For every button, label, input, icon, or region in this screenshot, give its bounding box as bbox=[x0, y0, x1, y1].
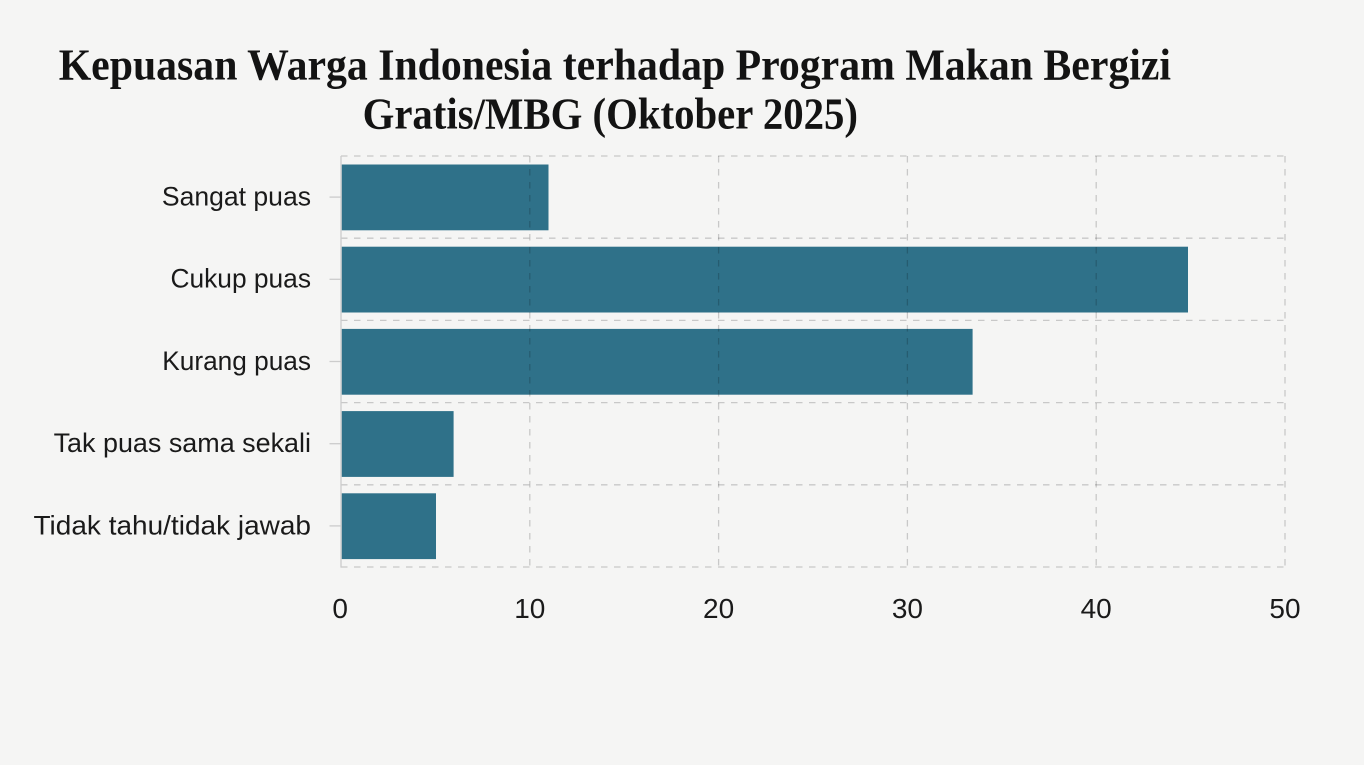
svg-text:Kepuasan Warga Indonesia terha: Kepuasan Warga Indonesia terhadap Progra… bbox=[59, 41, 1171, 90]
svg-text:50: 50 bbox=[1269, 593, 1300, 624]
svg-text:Sangat puas: Sangat puas bbox=[162, 182, 311, 212]
svg-text:Gratis/MBG (Oktober 2025): Gratis/MBG (Oktober 2025) bbox=[363, 89, 858, 138]
svg-text:Cukup puas: Cukup puas bbox=[171, 264, 312, 294]
svg-text:40: 40 bbox=[1081, 593, 1112, 624]
svg-text:Kurang puas: Kurang puas bbox=[162, 346, 311, 376]
svg-text:10: 10 bbox=[514, 593, 545, 624]
svg-text:20: 20 bbox=[703, 593, 734, 624]
svg-text:Tidak tahu/tidak jawab: Tidak tahu/tidak jawab bbox=[34, 510, 312, 540]
svg-text:0: 0 bbox=[332, 593, 348, 624]
svg-text:30: 30 bbox=[892, 593, 923, 624]
svg-text:Tak puas sama sekali: Tak puas sama sekali bbox=[54, 428, 311, 458]
